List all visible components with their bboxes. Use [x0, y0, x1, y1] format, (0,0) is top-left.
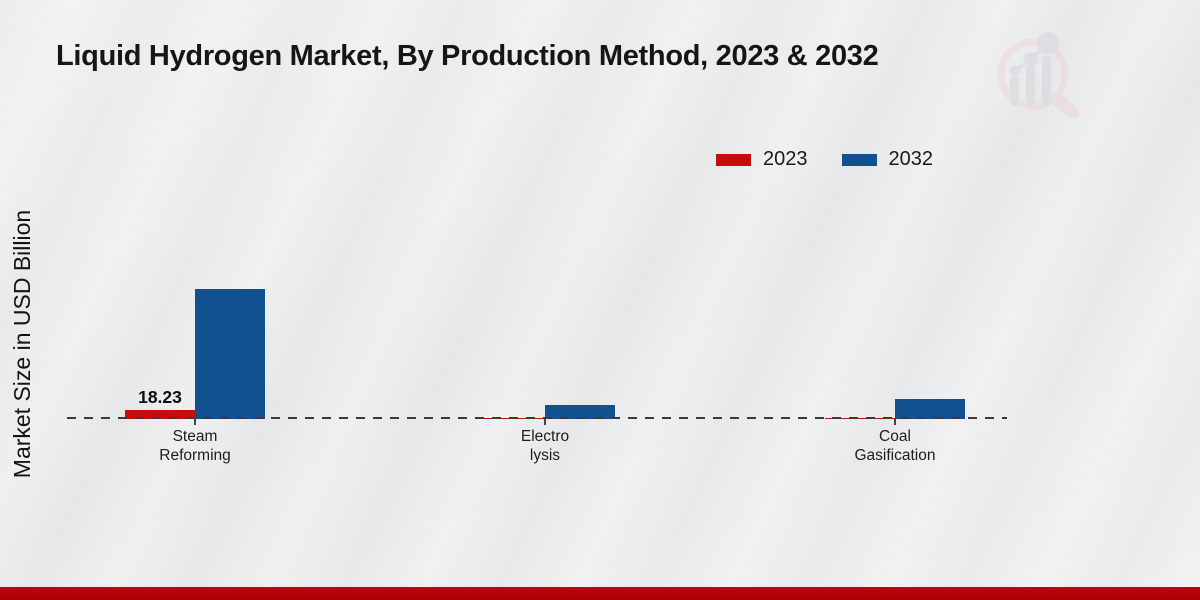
bar-2032-electrolysis [545, 405, 615, 419]
chart-title: Liquid Hydrogen Market, By Production Me… [56, 40, 879, 72]
x-axis-tick-steam-reforming [194, 419, 196, 425]
x-axis-label-coal-gasification: Coal Gasification [854, 428, 936, 464]
legend-label: 2032 [888, 148, 934, 170]
magnifier-barchart-logo-icon [997, 32, 1080, 118]
bar-value-label-steam-reforming-2023: 18.23 [138, 387, 182, 407]
plot-area: Steam Reforming Electro lysis Coal Gasificati… [67, 130, 1007, 464]
x-axis-tick-coal-gasification [894, 419, 896, 425]
footer-red-strip [0, 587, 1200, 600]
x-axis-line [67, 417, 1007, 419]
x-axis-label-steam-reforming: Steam Reforming [159, 428, 231, 464]
legend-item-2032: 2032 [841, 148, 934, 171]
y-axis-label: Market Size in USD Billion [9, 209, 35, 479]
bar-2032-coal-gasification [895, 399, 965, 419]
bar-2032-steam-reforming [195, 289, 265, 419]
legend: 2023 2032 [716, 148, 933, 171]
bar-2023-steam-reforming [125, 410, 195, 419]
legend-label: 2023 [763, 148, 808, 170]
x-axis-tick-electrolysis [544, 419, 546, 425]
x-axis-label-electrolysis: Electro lysis [520, 428, 570, 464]
legend-item-2023: 2023 [716, 148, 808, 171]
legend-swatch-2023 [716, 153, 751, 166]
legend-swatch-2032 [841, 153, 877, 166]
